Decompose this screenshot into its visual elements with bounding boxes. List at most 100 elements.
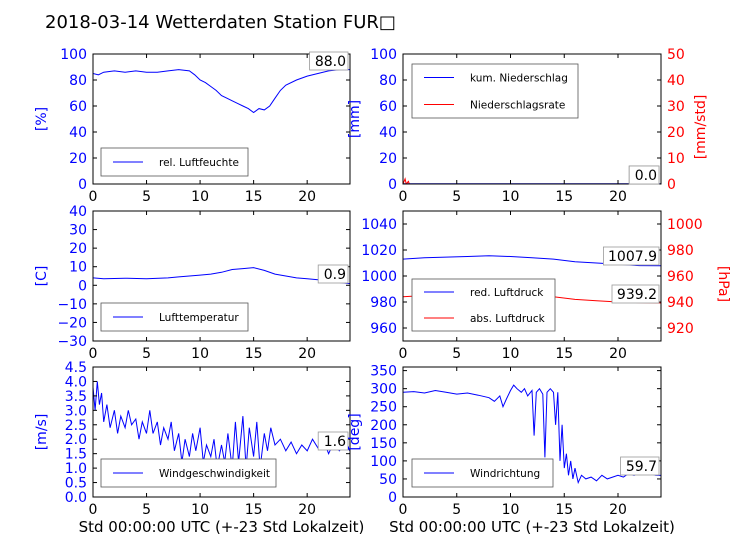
precip-ytick-label: 20	[379, 151, 397, 167]
humidity-legend-label: rel. Luftfeuchte	[159, 157, 239, 169]
wind_speed-xtick-label: 10	[191, 502, 209, 518]
precip-ytick-label: 80	[379, 73, 397, 89]
temperature-xtick-label: 5	[142, 346, 151, 362]
pressure-ytick-label: 1020	[361, 243, 397, 259]
pressure-ytick-label: 960	[370, 321, 397, 337]
precip-legend-label: Niederschlagsrate	[470, 100, 565, 112]
wind_speed-ylabel: [m/s]	[34, 414, 50, 451]
wind_dir-ytick-label: 0	[388, 490, 397, 506]
wind_dir-ytick-label: 50	[379, 472, 397, 488]
humidity-frame	[92, 53, 351, 185]
precip-ytick-label-right: 30	[667, 99, 685, 115]
wind_speed-xtick-label: 5	[142, 502, 151, 518]
temperature-ytick-label: 10	[69, 260, 87, 276]
wind_speed-ytick-label: 0.0	[65, 490, 87, 506]
wind_dir-last-value: 59.7	[626, 459, 657, 475]
humidity-xtick-label: 0	[89, 189, 98, 205]
pressure-ytick-label: 980	[370, 295, 397, 311]
pressure-ytick-label-right: 1000	[667, 217, 703, 233]
temperature-ytick-label: 0	[78, 278, 87, 294]
humidity-ytick-label: 80	[69, 73, 87, 89]
humidity-xtick-label: 20	[298, 189, 316, 205]
wind_dir-ylabel: [deg]	[347, 413, 363, 450]
temperature-ytick-label: 20	[69, 241, 87, 257]
pressure-xtick-label: 20	[609, 346, 627, 362]
temperature-last-value: 0.9	[324, 267, 346, 283]
precip-xtick-label: 0	[399, 189, 408, 205]
temperature-ytick-label: −30	[57, 334, 87, 350]
pressure-xtick-label: 10	[502, 346, 520, 362]
wind_speed-ytick-label: 4.5	[65, 360, 87, 376]
precip-ytick-label: 60	[379, 99, 397, 115]
humidity-ytick-label: 0	[78, 177, 87, 193]
wind_dir-xtick-label: 0	[399, 502, 408, 518]
wind_dir-ytick-label: 150	[370, 436, 397, 452]
precip-frame	[402, 53, 662, 185]
precip-ytick-label-right: 40	[667, 73, 685, 89]
precip-xtick-label: 5	[452, 189, 461, 205]
wind_speed-ytick-label: 0.5	[65, 476, 87, 492]
wind_dir-xtick-label: 10	[502, 502, 520, 518]
temperature-xtick-label: 20	[298, 346, 316, 362]
pressure-xtick-label: 0	[399, 346, 408, 362]
wind_speed-xtick-label: 15	[245, 502, 263, 518]
precip-series-line-1	[403, 177, 661, 184]
wind_dir-ytick-label: 350	[370, 364, 397, 380]
precip-last-value: 0.0	[635, 168, 657, 184]
temperature-ytick-label: 30	[69, 223, 87, 239]
precip-xtick-label: 10	[502, 189, 520, 205]
wind_speed-ytick-label: 2.5	[65, 418, 87, 434]
wind_dir-xtick-label: 15	[555, 502, 573, 518]
temperature-xtick-label: 0	[89, 346, 98, 362]
wind_dir-ytick-label: 250	[370, 400, 397, 416]
precip-ylabel-right: [mm/std]	[693, 95, 709, 160]
precip-xtick-label: 20	[609, 189, 627, 205]
temperature-last-value-box	[317, 264, 349, 284]
pressure-xtick-label: 5	[452, 346, 461, 362]
pressure-legend-label: red. Luftdruck	[470, 287, 544, 299]
temperature-ytick-label: −20	[57, 315, 87, 331]
humidity-ytick-label: 40	[69, 125, 87, 141]
temperature-ytick-label: 40	[69, 204, 87, 220]
wind_speed-last-value: 1.6	[324, 434, 346, 450]
humidity-xtick-label: 15	[245, 189, 263, 205]
wind_speed-legend-label: Windgeschwindigkeit	[159, 468, 270, 480]
pressure-ytick-label-right: 940	[667, 295, 694, 311]
wind_dir-xtick-label: 20	[609, 502, 627, 518]
precip-ylabel: [mm]	[347, 100, 363, 138]
temperature-series-line-0	[93, 267, 350, 285]
pressure-ytick-label-right: 960	[667, 269, 694, 285]
pressure-legend-label: abs. Luftdruck	[470, 313, 546, 325]
wind_dir-xlabel: Std 00:00:00 UTC (+-23 Std Lokalzeit)	[389, 518, 675, 536]
humidity-last-value-box	[309, 51, 349, 71]
precip-ytick-label: 100	[370, 47, 397, 63]
precip-xtick-label: 15	[555, 189, 573, 205]
wind_speed-ytick-label: 2.0	[65, 432, 87, 448]
wind_dir-ytick-label: 100	[370, 454, 397, 470]
pressure-ytick-label-right: 920	[667, 321, 694, 337]
humidity-ylabel: [%]	[34, 107, 50, 131]
temperature-xtick-label: 10	[191, 346, 209, 362]
pressure-last-value-box	[611, 284, 660, 304]
wind_speed-ytick-label: 3.0	[65, 403, 87, 419]
pressure-ytick-label-right: 980	[667, 243, 694, 259]
temperature-ytick-label: −10	[57, 297, 87, 313]
pressure-last-value-box	[603, 246, 660, 266]
precip-last-value-box	[628, 165, 660, 185]
temperature-ylabel: [C]	[34, 266, 50, 287]
humidity-ytick-label: 100	[60, 47, 87, 63]
precip-ytick-label-right: 50	[667, 47, 685, 63]
humidity-ytick-label: 20	[69, 151, 87, 167]
pressure-ytick-label: 1000	[361, 269, 397, 285]
wind_speed-xtick-label: 0	[89, 502, 98, 518]
wind_speed-series-line-0	[93, 381, 350, 469]
wind_dir-xtick-label: 5	[452, 502, 461, 518]
temperature-xtick-label: 15	[245, 346, 263, 362]
wind_speed-xlabel: Std 00:00:00 UTC (+-23 Std Lokalzeit)	[79, 518, 365, 536]
wind_dir-series-line-0	[403, 384, 661, 485]
precip-ytick-label-right: 20	[667, 125, 685, 141]
wind_speed-last-value-box	[317, 431, 349, 451]
precip-legend-label: kum. Niederschlag	[470, 73, 568, 85]
wind_speed-ytick-label: 1.5	[65, 447, 87, 463]
